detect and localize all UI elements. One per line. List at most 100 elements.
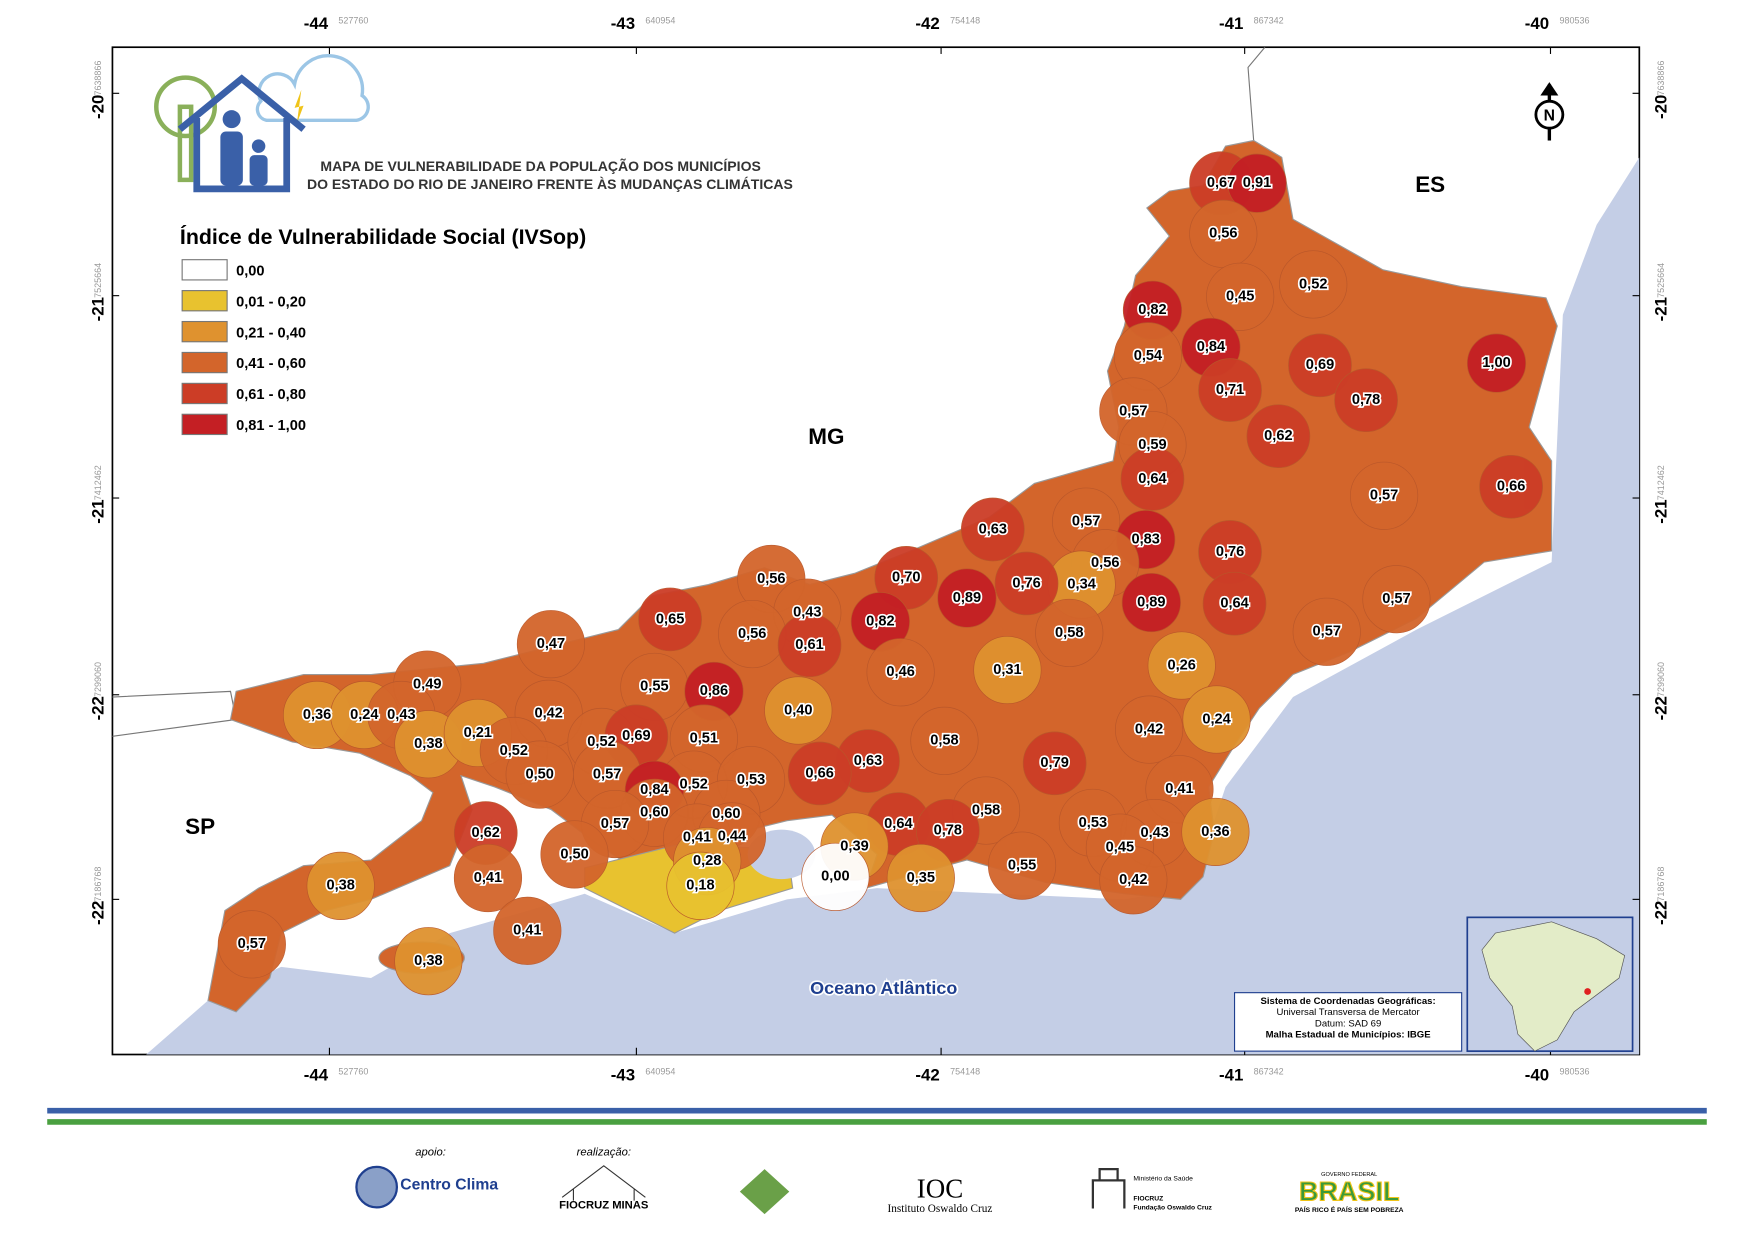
lat-utm: 7638866 (93, 61, 103, 96)
lat-label: -20 (1651, 95, 1670, 119)
municipality-value: 0,28 (693, 853, 721, 869)
lon-utm: 527760 (338, 16, 368, 26)
lat-utm: 7638866 (1656, 61, 1666, 96)
municipality-value: 0,39 (840, 838, 868, 854)
municipality-value: 0,56 (757, 571, 785, 587)
municipality-value: 0,58 (972, 802, 1000, 818)
municipality (1121, 573, 1181, 633)
municipality-value: 0,53 (1079, 815, 1107, 831)
lat-utm: 7299060 (93, 662, 103, 697)
municipality-value: 0,35 (907, 870, 935, 886)
municipality (987, 831, 1057, 900)
municipality-value: 0,89 (1137, 594, 1165, 610)
lon-utm: 867342 (1254, 1067, 1284, 1077)
municipality-value: 0,44 (718, 828, 747, 844)
lon-label: -41 (1219, 14, 1243, 33)
municipality-value: 0,53 (737, 772, 765, 788)
graticule-labels: -44 527760 -44 527760 -43 640954 -43 640954 -42 7… (88, 14, 1670, 1084)
municipality-value: 0,57 (1382, 591, 1410, 607)
municipality-value: 0,43 (793, 605, 821, 621)
lat-utm: 7412462 (93, 465, 103, 500)
municipality-value: 0,46 (886, 664, 914, 680)
municipality (493, 896, 562, 965)
municipality-value: 0,51 (690, 730, 718, 746)
municipality-value: 0,41 (513, 923, 541, 939)
lat-utm: 7186768 (1656, 867, 1666, 902)
lat-label: -20 (88, 95, 107, 119)
municipality-value: 0,38 (414, 736, 442, 752)
municipality-value: 0,70 (892, 570, 920, 586)
municipality-value: 0,50 (560, 846, 588, 862)
region-label: ES (1415, 172, 1445, 197)
municipality-value: 0,31 (993, 662, 1021, 678)
footer-text: IOC (917, 1173, 963, 1203)
municipality-value: 0,52 (1299, 276, 1327, 292)
ocean-label: Oceano Atlântico (810, 978, 957, 998)
lat-utm: 7525664 (93, 263, 103, 298)
north-arrow: N (1534, 82, 1565, 141)
lon-utm: 754148 (950, 1067, 980, 1077)
municipality-value: 0,84 (640, 782, 669, 798)
legend-swatch (181, 351, 228, 374)
municipality (1182, 685, 1251, 754)
municipality (1246, 404, 1311, 469)
municipality (1181, 797, 1250, 866)
lon-label: -44 (304, 14, 329, 33)
municipality (453, 843, 523, 913)
municipality-value: 0,38 (326, 878, 354, 894)
municipality (1227, 153, 1287, 213)
lon-utm: 640954 (645, 1067, 675, 1077)
lat-label: -21 (88, 499, 107, 523)
municipality-value: 0,34 (1067, 576, 1096, 592)
municipality-value: 0,57 (1072, 513, 1100, 529)
municipality-value: 0,24 (1202, 711, 1231, 727)
municipality-value: 0,76 (1012, 575, 1040, 591)
legend-label: 0,21 - 0,40 (236, 325, 306, 341)
lat-label: -21 (1651, 499, 1670, 523)
projection-box (1233, 992, 1463, 1052)
municipality-value: 0,45 (1226, 289, 1254, 305)
municipality-value: 0,36 (303, 707, 331, 723)
lat-label: -21 (1651, 297, 1670, 321)
footer-text: BRASIL (1299, 1177, 1399, 1207)
state-border (1247, 47, 1266, 141)
municipality-value: 0,57 (238, 936, 266, 952)
lon-label: -40 (1525, 14, 1549, 33)
municipality-value: 0,78 (1352, 392, 1380, 408)
projection-line: Malha Estadual de Municípios: IBGE (1266, 1030, 1431, 1041)
lat-utm: 7299060 (1656, 662, 1666, 697)
municipality-value: 0,57 (601, 816, 629, 832)
municipality (886, 843, 955, 913)
municipality-value: 0,41 (474, 870, 502, 886)
municipality (1206, 262, 1275, 331)
legend-swatch (181, 413, 228, 436)
municipality-value: 0,62 (472, 825, 500, 841)
municipality-value: 0,36 (1201, 824, 1229, 840)
municipality (217, 910, 286, 979)
lon-utm: 754148 (950, 16, 980, 26)
municipality-value: 0,43 (1140, 825, 1168, 841)
footer-text: FIOCRUZ (1133, 1196, 1163, 1203)
municipality (994, 551, 1059, 616)
municipality-value: 0,41 (1165, 781, 1193, 797)
municipality-value: 0,63 (979, 521, 1007, 537)
municipality (1035, 598, 1104, 667)
municipality-value: 0,82 (1138, 302, 1166, 318)
legend-label: 0,61 - 0,80 (236, 387, 306, 403)
municipality-value: 0,26 (1167, 657, 1195, 673)
municipality-value: 0,57 (593, 766, 621, 782)
municipality-value: 0,55 (1008, 857, 1036, 873)
municipality-value: 0,67 (1207, 175, 1235, 191)
municipality-value: 0,69 (1306, 357, 1334, 373)
lon-label: -41 (1219, 1065, 1243, 1084)
legend: 0,00 0,01 - 0,20 0,21 - 0,40 0,41 - 0,60 0,6… (181, 259, 306, 436)
municipality (1334, 368, 1398, 433)
municipality (1120, 447, 1185, 511)
municipality (394, 927, 463, 996)
municipality-value: 0,55 (640, 679, 668, 695)
municipality (516, 610, 586, 679)
municipality-value: 0,47 (537, 636, 565, 652)
municipality (1288, 333, 1352, 398)
municipality-value: 0,43 (387, 707, 415, 723)
